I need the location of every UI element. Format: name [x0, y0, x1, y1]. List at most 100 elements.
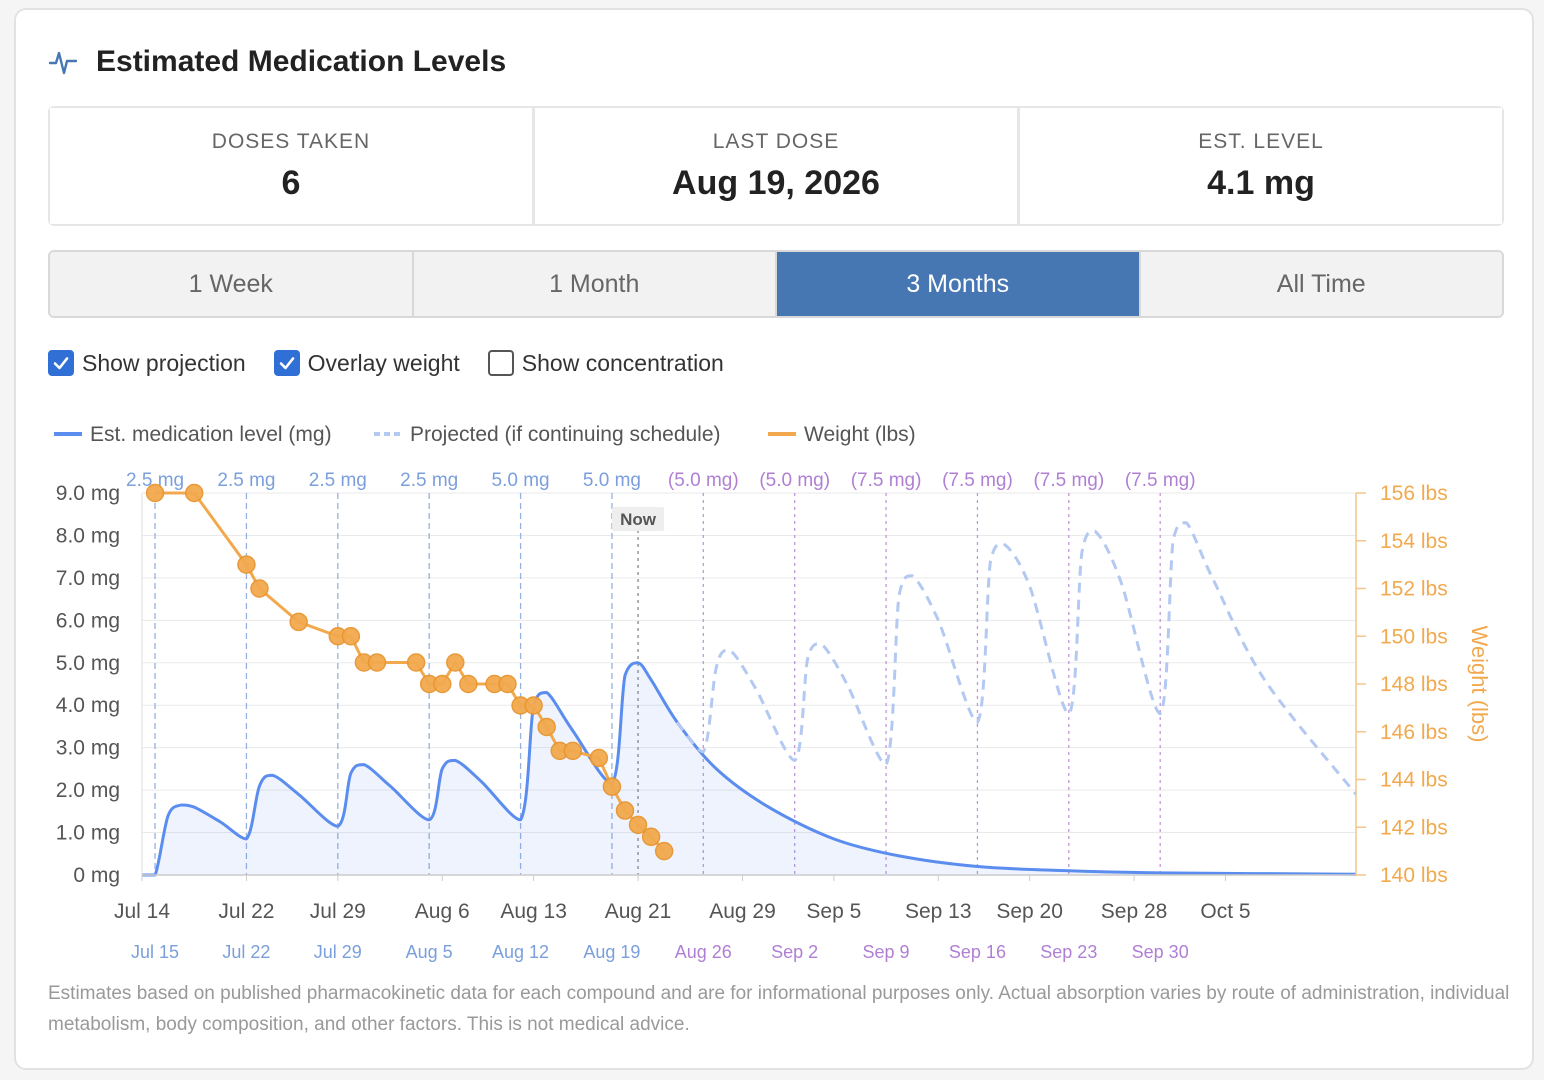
stat-value: 4.1 mg: [1207, 163, 1315, 202]
weight-point: [341, 627, 361, 646]
dose-date-label: Sep 23: [1040, 942, 1097, 962]
level-series-line: [142, 661, 1357, 877]
checkmark-icon: [53, 357, 69, 370]
dose-amount-label: (5.0 mg): [759, 470, 830, 491]
y-left-tick-label: 5.0 mg: [56, 652, 120, 675]
x-tick-label: Jul 22: [218, 900, 274, 923]
weight-point: [498, 674, 517, 694]
dose-date-label: Aug 19: [583, 942, 640, 962]
weight-point: [459, 674, 478, 694]
y-left-tick-label: 8.0 mg: [56, 524, 120, 547]
dose-amount-label: 2.5 mg: [126, 470, 184, 491]
y-right-tick-label: 148 lbs: [1380, 673, 1448, 696]
card-title: Estimated Medication Levels: [96, 45, 507, 78]
dose-date-label: Jul 29: [314, 942, 362, 962]
dose-date-label: Jul 15: [131, 942, 179, 962]
weight-point: [184, 483, 204, 503]
medication-levels-card: Estimated Medication Levels DOSES TAKEN …: [14, 8, 1534, 1070]
weight-point: [289, 612, 308, 632]
weight-point: [446, 653, 465, 672]
stats-panel: DOSES TAKEN 6 LAST DOSE Aug 19, 2026 EST…: [48, 106, 1504, 226]
y-left-tick-label: 6.0 mg: [56, 609, 120, 632]
weight-point: [537, 717, 556, 737]
weight-point: [237, 555, 256, 574]
dose-amount-label: 2.5 mg: [309, 470, 367, 491]
weight-point: [628, 815, 648, 835]
x-tick-label: Jul 14: [114, 900, 170, 923]
stat-est-level: EST. LEVEL 4.1 mg: [1020, 108, 1502, 224]
x-tick-label: Sep 28: [1101, 900, 1168, 923]
medication-level-chart: Est. medication level (mg) Projected (if …: [54, 423, 1492, 962]
dose-amount-label: 2.5 mg: [217, 470, 275, 491]
stat-last-dose: LAST DOSE Aug 19, 2026: [535, 108, 1017, 224]
chart-legend: Est. medication level (mg) Projected (if …: [54, 423, 916, 446]
activity-icon: [48, 51, 78, 75]
weight-point: [524, 696, 543, 715]
y-right-tick-label: 142 lbs: [1380, 816, 1448, 839]
x-tick-label: Aug 29: [709, 900, 776, 923]
dose-date-label: Sep 16: [949, 942, 1006, 962]
dose-amount-label: 5.0 mg: [583, 470, 641, 491]
dose-date-label: Aug 5: [406, 942, 453, 962]
x-tick-label: Aug 13: [500, 900, 567, 923]
y-right-axis-label: Weight (lbs): [1467, 626, 1492, 743]
y-right-tick-label: 146 lbs: [1380, 721, 1448, 744]
option-label: Show concentration: [521, 349, 724, 376]
x-tick-label: Sep 20: [996, 900, 1063, 923]
weight-point: [641, 827, 661, 847]
x-tick-label: Oct 5: [1200, 900, 1250, 923]
chart-axes: 0 mg 1.0 mg 2.0 mg 3.0 mg 4.0 mg 5.0 mg 6.0 mg…: [56, 482, 1492, 923]
dose-amount-label: (7.5 mg): [851, 470, 922, 491]
weight-point: [367, 653, 387, 672]
y-left-tick-label: 4.0 mg: [56, 694, 120, 717]
stat-label: EST. LEVEL: [1198, 129, 1324, 153]
y-right-tick-label: 140 lbs: [1380, 864, 1448, 887]
y-right-tick-label: 156 lbs: [1380, 482, 1448, 505]
option-label: Overlay weight: [307, 349, 460, 376]
option-overlay-weight[interactable]: Overlay weight: [273, 349, 460, 377]
chart-options: Show projection Overlay weight Show conc…: [48, 346, 752, 380]
dose-amount-label: (7.5 mg): [1125, 470, 1196, 491]
weight-point: [589, 748, 609, 768]
stat-label: DOSES TAKEN: [211, 129, 371, 153]
card-header: Estimated Medication Levels: [48, 40, 506, 84]
dose-amount-label: (7.5 mg): [942, 470, 1013, 491]
dose-date-label: Sep 30: [1132, 942, 1189, 962]
show-projection-checkbox[interactable]: [48, 350, 74, 376]
x-tick-label: Sep 5: [806, 900, 861, 923]
dose-amount-label: 2.5 mg: [400, 470, 458, 491]
y-right-tick-label: 150 lbs: [1380, 625, 1448, 648]
time-range-tabs: 1 Week 1 Month 3 Months All Time: [48, 250, 1504, 318]
weight-point: [602, 777, 622, 796]
y-right-tick-label: 144 lbs: [1380, 769, 1448, 792]
y-left-tick-label: 0 mg: [73, 864, 120, 887]
disclaimer-note: Estimates based on published pharmacokin…: [48, 983, 1510, 1035]
x-tick-label: Jul 29: [310, 900, 366, 923]
dose-amount-label: (5.0 mg): [668, 470, 739, 491]
now-label: Now: [620, 510, 657, 529]
range-tab-3-months[interactable]: 3 Months: [777, 252, 1141, 316]
show-concentration-checkbox[interactable]: [487, 350, 514, 376]
projected-series-line: [676, 521, 1358, 796]
range-tab-all-time[interactable]: All Time: [1140, 252, 1502, 316]
checkmark-icon: [279, 357, 294, 370]
weight-point: [145, 483, 165, 503]
weight-point: [432, 674, 452, 694]
y-right-tick-label: 152 lbs: [1380, 578, 1448, 601]
range-tab-1-month[interactable]: 1 Month: [413, 252, 777, 316]
y-right-tick-label: 154 lbs: [1380, 530, 1448, 553]
option-show-concentration[interactable]: Show concentration: [487, 349, 724, 377]
y-left-tick-label: 3.0 mg: [56, 737, 120, 760]
stat-doses-taken: DOSES TAKEN 6: [50, 108, 532, 224]
legend-label: Weight (lbs): [804, 423, 916, 446]
y-left-tick-label: 7.0 mg: [56, 567, 120, 590]
dose-date-label: Aug 12: [492, 942, 549, 962]
range-tab-1-week[interactable]: 1 Week: [50, 252, 414, 316]
x-tick-label: Aug 6: [415, 900, 470, 923]
overlay-weight-checkbox[interactable]: [273, 350, 300, 376]
y-left-tick-label: 2.0 mg: [56, 779, 120, 802]
option-show-projection[interactable]: Show projection: [48, 350, 246, 377]
dose-date-label: Aug 26: [675, 942, 732, 962]
stat-value: Aug 19, 2026: [672, 163, 880, 202]
dose-amount-label: (7.5 mg): [1033, 470, 1104, 491]
